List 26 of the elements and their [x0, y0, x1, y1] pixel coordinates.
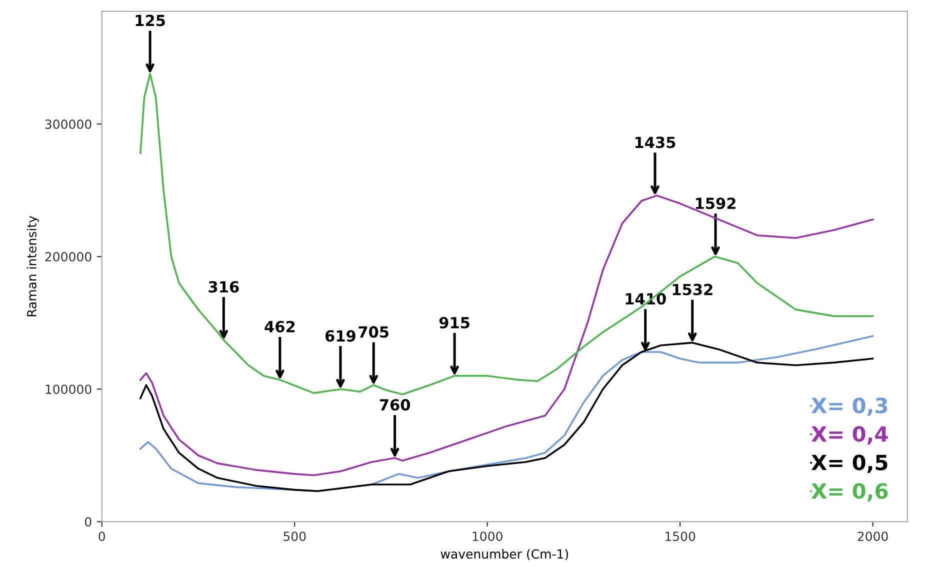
annotation: 760 — [380, 399, 410, 411]
x-tick-label: 0 — [98, 532, 106, 542]
x-tick-label: 1000 — [472, 532, 502, 542]
legend-label: X= 0,4 — [811, 426, 888, 445]
x-axis-title: wavenumber (Cm-1) — [440, 549, 568, 560]
legend-label: X= 0,6 — [811, 483, 888, 502]
annotation: 705 — [358, 326, 388, 338]
y-tick-label: 100000 — [46, 384, 92, 394]
legend-label: X= 0,3 — [811, 398, 888, 416]
annotation: 1435 — [635, 136, 676, 148]
legend-label: X= 0,5 — [811, 454, 888, 474]
annotation: 316 — [208, 281, 239, 293]
annotation: 915 — [439, 316, 470, 328]
annotation: 1592 — [696, 198, 736, 210]
y-axis-title: Raman intensity — [26, 216, 39, 316]
y-tick-label: 0 — [85, 517, 92, 527]
annotation: 1532 — [672, 284, 712, 296]
y-tick-label: 300000 — [45, 119, 92, 129]
line-series — [140, 72, 874, 396]
annotation: 619 — [325, 330, 356, 342]
annotation: 125 — [136, 14, 165, 26]
x-tick-label: 1500 — [666, 532, 696, 542]
x-tick-label: 2000 — [858, 532, 888, 542]
x-tick-label: 500 — [284, 532, 306, 542]
annotation: 462 — [264, 320, 295, 332]
y-tick-label: 200000 — [45, 252, 92, 262]
